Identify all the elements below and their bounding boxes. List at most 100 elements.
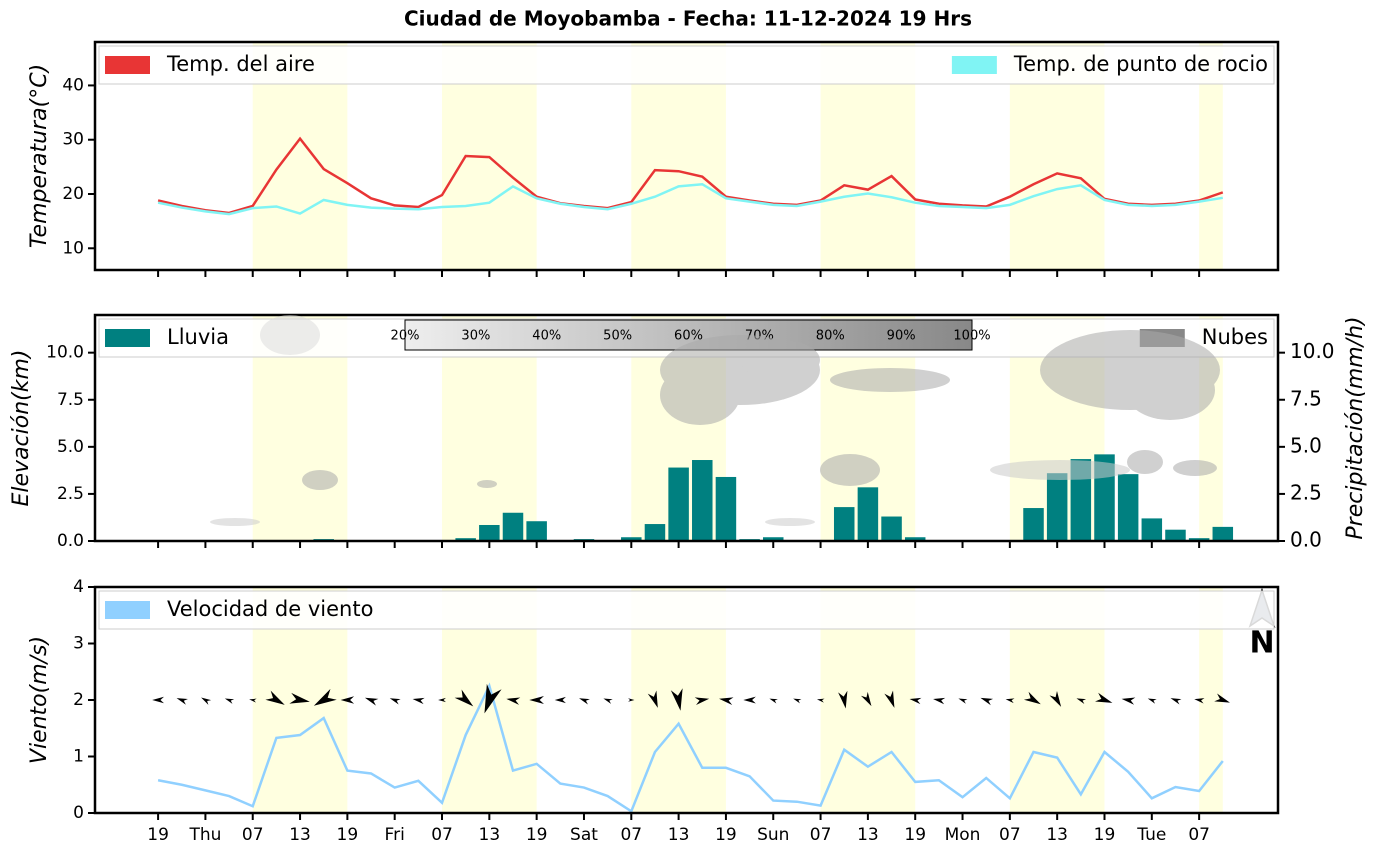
x-tick-label: Fri [385,825,405,845]
day-shading [1199,587,1223,813]
wind-arrow [1023,691,1041,705]
axes-frame [93,313,1280,543]
wind-arrow [438,697,446,703]
legend-swatch [105,601,150,619]
y-tick-label: 3 [73,634,84,654]
wind-arrow [603,698,613,704]
wind-arrow [980,697,994,706]
y-tick-label: 10.0 [46,343,84,363]
x-tick-label: 13 [479,825,501,845]
y2-tick-label: 2.5 [1290,480,1322,504]
y-axis-label: Viento(m/s) [27,636,52,764]
line-series [157,682,1224,814]
wind-arrow [152,696,164,704]
rain-bar [1023,508,1044,541]
colorbar-label: 20% [391,329,420,344]
wind-arrow [412,697,425,705]
rain-bar [621,537,642,541]
rain-bar [502,512,524,541]
x-tick-label: 07 [1188,825,1210,845]
wind-arrow [1170,698,1182,705]
wind-arrow [838,690,848,709]
y2-tick-label: 0.0 [1290,528,1322,552]
wind-arrow [743,696,756,704]
colorbar-label: 50% [603,329,632,344]
x-tick-label: Tue [1136,825,1166,845]
legend-box [98,590,1275,630]
wind-arrow [389,698,401,705]
wind-arrow [579,698,590,705]
y-tick-label: 5.0 [57,437,84,457]
wind-arrow [554,696,566,704]
wind-arrow [364,697,379,706]
y-tick-label: 40 [62,75,84,95]
wind-arrow [719,697,734,706]
wind-arrow [506,697,521,705]
legend-label: Lluvia [167,325,229,349]
colorbar-label: 30% [461,329,490,344]
y-axis-label: Temperatura(°C) [27,64,52,248]
day-shading [1199,42,1223,270]
legend-label: Temp. del aire [166,52,315,76]
wind-arrow [201,697,212,705]
wind-arrow [769,698,778,704]
y-axis-label: Elevación(km) [9,350,34,507]
wind-arrow [265,690,285,705]
legend-label: Nubes [1202,325,1268,349]
rain-bar [1212,526,1234,541]
wind-arrow [860,691,872,707]
x-tick-label: 07 [810,825,832,845]
x-tick-label: 19 [337,825,359,845]
colorbar-label: 90% [887,329,916,344]
rain-bar [1165,529,1186,541]
legend-label: Temp. de punto de rocio [1013,52,1268,76]
colorbar-label: 40% [532,329,561,344]
figure-title: Ciudad de Moyobamba - Fecha: 11-12-2024 … [404,7,972,31]
axes-frame [93,585,1280,815]
wind-arrow [454,689,474,707]
wind-arrow [909,697,922,705]
svg-text:N: N [1249,626,1274,661]
x-tick-label: 19 [715,825,737,845]
wind-arrow [647,690,658,708]
wind-arrow [1005,698,1015,704]
wind-arrow [1214,693,1230,703]
wind-arrow [176,698,188,705]
wind-arrow [249,698,257,703]
x-tick-label: 07 [431,825,453,845]
y-tick-label: 0 [73,803,84,823]
wind-arrow [816,698,825,703]
rain-bar [692,460,713,541]
colorbar-label: 60% [674,329,703,344]
rain-bar [644,524,666,541]
legend-swatch [105,329,150,347]
wind-arrow [1121,697,1136,705]
wind-arrow [1194,698,1205,704]
wind-arrow [933,697,946,705]
line-series [157,182,1223,216]
rain-bar [455,538,476,541]
rain-bar [881,516,902,541]
rain-bar [1046,473,1068,541]
wind-arrow [529,695,545,705]
panel: 0 1 2 3 4 19 Thu 07 13 19 Fri 07 13 19 Sat 07 13 19 Sun 07 1… [27,577,1280,845]
rain-bar [479,524,500,541]
colorbar-label: 100% [953,329,990,344]
wind-arrow [1076,698,1087,704]
rain-bar [715,476,737,541]
wind-arrow [340,696,355,704]
x-tick-label: 13 [289,825,311,845]
colorbar-label: 80% [816,329,845,344]
y2-tick-label: 7.5 [1290,386,1322,410]
cloud-field [210,315,1220,526]
x-tick-label: Thu [188,825,221,845]
wind-arrow [1095,692,1113,703]
x-tick-label: 13 [857,825,879,845]
y-tick-label: 0.0 [57,531,84,551]
y2-axis-label: Precipitación(mm/h) [1343,316,1368,539]
y-tick-label: 2.5 [57,484,84,504]
x-tick-label: 19 [526,825,548,845]
rain-bar [904,537,926,541]
x-tick-label: Sun [757,825,789,845]
